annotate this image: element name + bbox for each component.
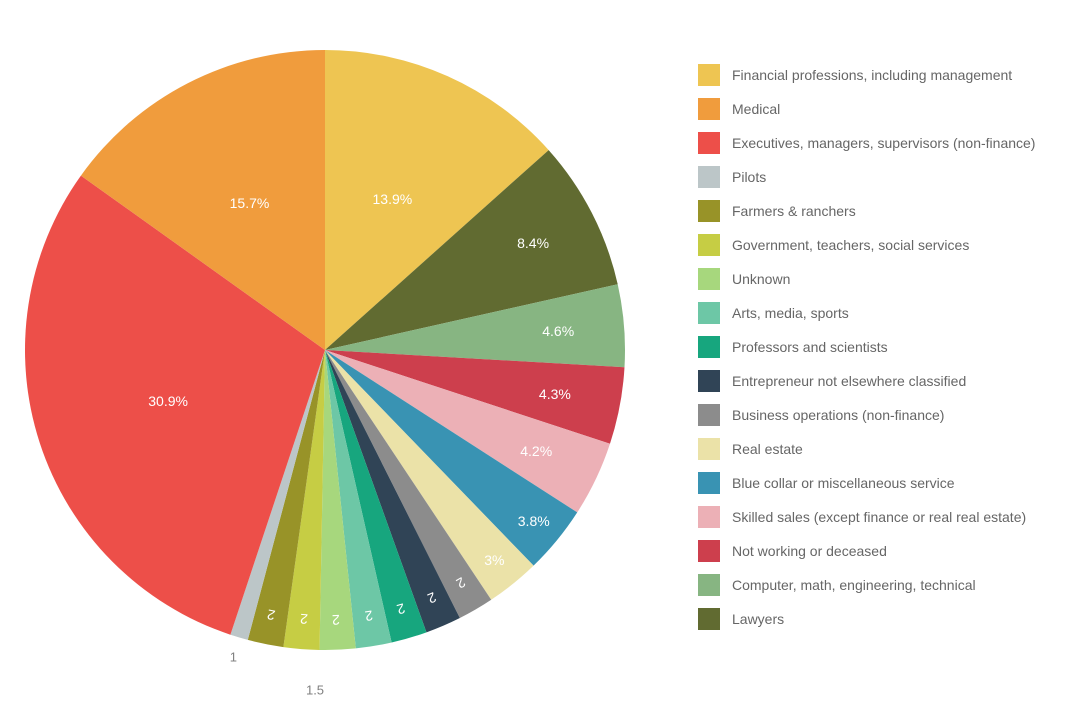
- legend-swatch: [698, 336, 720, 358]
- legend-item: Computer, math, engineering, technical: [698, 574, 1035, 596]
- legend-item: Not working or deceased: [698, 540, 1035, 562]
- legend-swatch: [698, 404, 720, 426]
- legend-item: Farmers & ranchers: [698, 200, 1035, 222]
- legend-label: Skilled sales (except finance or real re…: [732, 509, 1026, 525]
- legend-swatch: [698, 64, 720, 86]
- legend-item: Entrepreneur not elsewhere classified: [698, 370, 1035, 392]
- legend-label: Government, teachers, social services: [732, 237, 969, 253]
- legend-swatch: [698, 438, 720, 460]
- legend: Financial professions, including managem…: [698, 64, 1035, 642]
- legend-swatch: [698, 574, 720, 596]
- legend-item: Real estate: [698, 438, 1035, 460]
- legend-swatch: [698, 506, 720, 528]
- legend-swatch: [698, 132, 720, 154]
- legend-swatch: [698, 98, 720, 120]
- legend-label: Pilots: [732, 169, 766, 185]
- legend-item: Business operations (non-finance): [698, 404, 1035, 426]
- legend-label: Blue collar or miscellaneous service: [732, 475, 955, 491]
- legend-item: Professors and scientists: [698, 336, 1035, 358]
- legend-label: Executives, managers, supervisors (non-f…: [732, 135, 1035, 151]
- legend-label: Professors and scientists: [732, 339, 888, 355]
- legend-item: Blue collar or miscellaneous service: [698, 472, 1035, 494]
- legend-label: Medical: [732, 101, 780, 117]
- legend-swatch: [698, 200, 720, 222]
- legend-label: Computer, math, engineering, technical: [732, 577, 976, 593]
- legend-item: Financial professions, including managem…: [698, 64, 1035, 86]
- legend-swatch: [698, 608, 720, 630]
- legend-label: Arts, media, sports: [732, 305, 849, 321]
- legend-swatch: [698, 268, 720, 290]
- legend-swatch: [698, 472, 720, 494]
- legend-item: Lawyers: [698, 608, 1035, 630]
- legend-label: Financial professions, including managem…: [732, 67, 1012, 83]
- legend-label: Unknown: [732, 271, 790, 287]
- legend-swatch: [698, 540, 720, 562]
- legend-swatch: [698, 234, 720, 256]
- legend-swatch: [698, 166, 720, 188]
- legend-label: Farmers & ranchers: [732, 203, 856, 219]
- legend-label: Business operations (non-finance): [732, 407, 944, 423]
- chart-stage: 13.9%8.4%4.6%4.3%4.2%3.8%3%2222222130.9%…: [0, 0, 1092, 706]
- legend-swatch: [698, 370, 720, 392]
- legend-item: Skilled sales (except finance or real re…: [698, 506, 1035, 528]
- legend-label: Real estate: [732, 441, 803, 457]
- legend-label: Lawyers: [732, 611, 784, 627]
- legend-item: Medical: [698, 98, 1035, 120]
- legend-item: Executives, managers, supervisors (non-f…: [698, 132, 1035, 154]
- legend-item: Pilots: [698, 166, 1035, 188]
- legend-label: Entrepreneur not elsewhere classified: [732, 373, 966, 389]
- legend-swatch: [698, 302, 720, 324]
- legend-label: Not working or deceased: [732, 543, 887, 559]
- legend-item: Government, teachers, social services: [698, 234, 1035, 256]
- legend-item: Unknown: [698, 268, 1035, 290]
- legend-item: Arts, media, sports: [698, 302, 1035, 324]
